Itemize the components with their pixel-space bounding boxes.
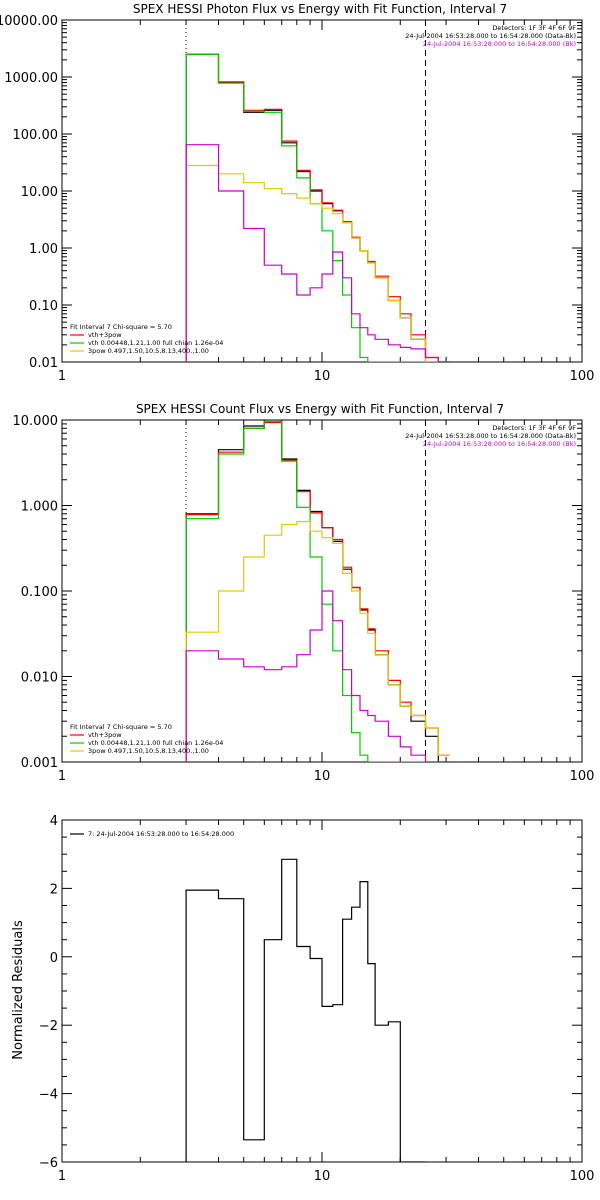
x-tick-label: 1: [58, 769, 66, 784]
legend-entry: 3pow 0.497,1.50,10.5,8.13,400.,1.00: [88, 347, 209, 355]
header-line: 24-Jul-2004 16:53:28.000 to 16:54:28.000…: [405, 432, 576, 440]
y-tick-label: 4: [50, 814, 58, 829]
legend-entry: 7: 24-Jul-2004 16:53:28.000 to 16:54:28.…: [88, 830, 234, 838]
y-tick-label: 0.010: [21, 671, 58, 686]
legend-heading: Fit Interval 7 Chi-square = 5.70: [70, 323, 172, 331]
y-tick-label: 1000.00: [4, 71, 58, 86]
y-tick-label: 1.00: [29, 242, 58, 257]
y-tick-label: −2: [39, 1019, 58, 1034]
photon-flux-panel: SPEX HESSI Photon Flux vs Energy with Fi…: [0, 2, 594, 384]
legend-entry: vth+3pow: [88, 731, 122, 739]
photon-panel-title: SPEX HESSI Photon Flux vs Energy with Fi…: [133, 2, 507, 16]
x-tick-label: 10: [314, 369, 331, 384]
y-tick-label: 1.000: [21, 500, 58, 515]
y-tick-label: 0: [50, 951, 58, 966]
x-tick-label: 10: [314, 769, 331, 784]
legend-entry: vth+3pow: [88, 331, 122, 339]
header-line: Detectors: 1F 3F 4F 6F 9F: [492, 24, 576, 32]
series-7-24-jul-2004-16-53-28-0: [185, 858, 426, 1162]
y-tick-label: −6: [39, 1156, 58, 1171]
header-line: 24-Jul-2004 16:53:28.000 to 16:54:28.000…: [423, 40, 576, 48]
header-line: 24-Jul-2004 16:53:28.000 to 16:54:28.000…: [423, 440, 576, 448]
legend-entry: vth 0.00448,1.21,1.00 full chian 1.26e-0…: [88, 739, 223, 747]
y-tick-label: −4: [39, 1088, 58, 1103]
x-tick-label: 100: [570, 369, 595, 384]
series-vth: [185, 420, 450, 762]
legend-entry: vth 0.00448,1.21,1.00 full chian 1.26e-0…: [88, 339, 223, 347]
y-tick-label: 2: [50, 882, 58, 897]
series-background: [185, 144, 450, 362]
x-tick-label: 100: [570, 1169, 595, 1184]
residuals-panel: Normalized Residuals 1 10 100 −6 −4 −2 0 2 4 7: 2…: [11, 814, 594, 1184]
photon-plot-area: 1 10 100 0.01 0.10 1.00 10.00 100.00 1000.00 1000…: [0, 14, 594, 384]
legend-entry: 3pow 0.497,1.50,10.5,8.13,400.,1.00: [88, 747, 209, 755]
x-tick-label: 1: [58, 1169, 66, 1184]
y-tick-label: 100.00: [13, 128, 59, 143]
series-3pow: [185, 164, 450, 362]
count-flux-panel: SPEX HESSI Count Flux vs Energy with Fit…: [13, 402, 595, 784]
series-data: [185, 53, 450, 362]
header-line: Detectors: 1F 3F 4F 6F 9F: [492, 424, 576, 432]
y-tick-label: 0.01: [29, 356, 58, 371]
series-3pow: [185, 520, 450, 762]
y-tick-label: 0.10: [29, 299, 58, 314]
residuals-ylabel: Normalized Residuals: [11, 920, 26, 1060]
series-vth-3pow: [185, 53, 450, 362]
series-vth-3pow: [185, 422, 450, 762]
y-tick-label: 10.000: [13, 414, 59, 429]
count-plot-area: 1 10 100 0.001 0.010 0.100 1.000 10.000 Detector…: [13, 414, 595, 784]
x-tick-label: 1: [58, 369, 66, 384]
y-tick-label: 0.100: [21, 585, 58, 600]
x-tick-label: 10: [314, 1169, 331, 1184]
series-vth: [185, 53, 450, 362]
series-data: [185, 421, 450, 762]
count-panel-title: SPEX HESSI Count Flux vs Energy with Fit…: [136, 402, 504, 416]
legend-heading: Fit Interval 7 Chi-square = 5.70: [70, 723, 172, 731]
residuals-plot-area: 1 10 100 −6 −4 −2 0 2 4 7: 24-Jul-2004 16:53:28.0…: [39, 814, 595, 1184]
y-tick-label: 0.001: [21, 756, 58, 771]
header-line: 24-Jul-2004 16:53:28.000 to 16:54:28.000…: [405, 32, 576, 40]
y-tick-label: 10000.00: [0, 14, 58, 29]
series-background: [185, 590, 450, 762]
x-tick-label: 100: [570, 769, 595, 784]
y-tick-label: 10.00: [21, 185, 58, 200]
